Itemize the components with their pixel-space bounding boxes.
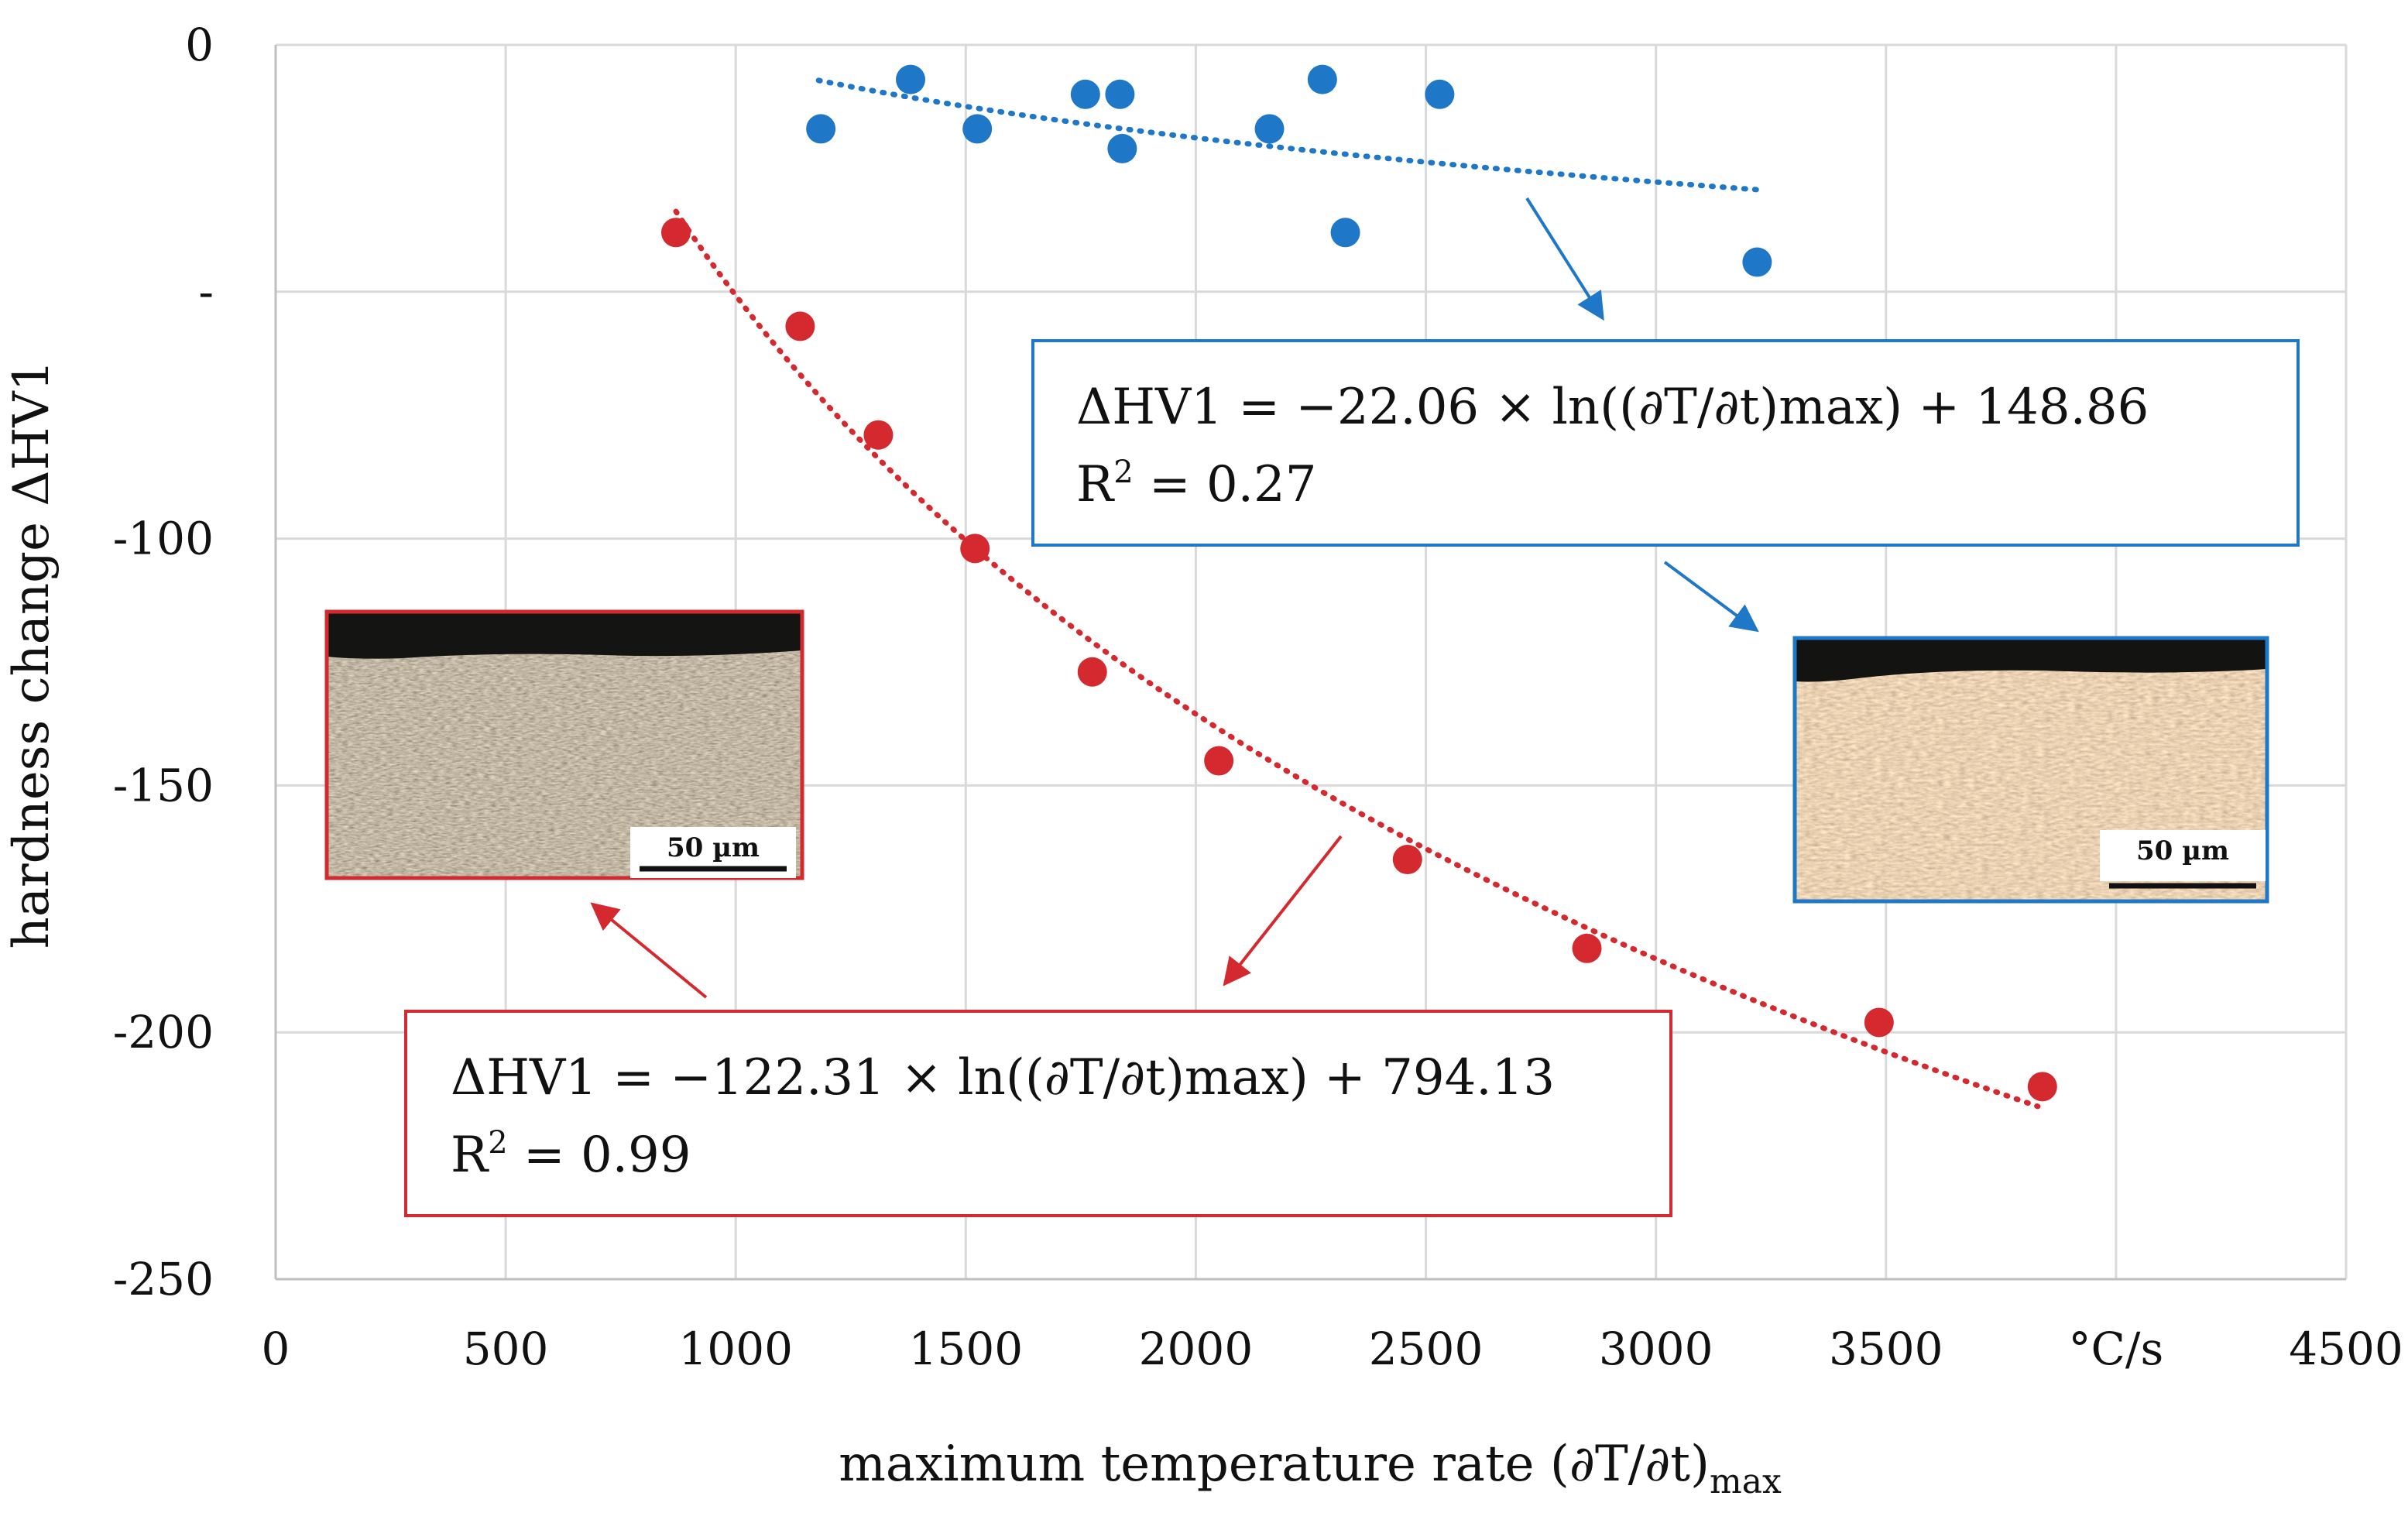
blue-scale-bar-label: 50 µm [2136, 835, 2229, 866]
y-tick-labels: 0 - -100 -150 -200 -250 [113, 19, 214, 1305]
x-axis-title: maximum temperature rate (∂T/∂t)max [839, 1436, 1782, 1501]
y-tick-label-0: 0 [185, 19, 214, 71]
x-tick-label-4: 2000 [1139, 1323, 1254, 1375]
red-arrow-to-inset [590, 902, 708, 999]
red-point-8 [1864, 1007, 1894, 1038]
y-tick-label-5: -250 [113, 1253, 214, 1305]
y-tick-label-2: -100 [113, 513, 214, 565]
x-tick-label-6: 3000 [1599, 1323, 1713, 1375]
red-point-7 [1572, 933, 1602, 963]
red-point-5 [1204, 746, 1234, 776]
y-tick-label-1: - [198, 266, 214, 318]
blue-point-4 [1105, 79, 1135, 109]
blue-point-8 [1330, 218, 1360, 248]
red-point-4 [1077, 657, 1107, 687]
blue-series-points [806, 64, 1772, 277]
red-point-0 [660, 218, 691, 248]
blue-arrow-to-inset [1663, 561, 1759, 633]
red-trendline-path [673, 208, 2041, 1110]
blue-point-6 [1254, 114, 1285, 144]
x-tick-label-3: 1500 [909, 1323, 1024, 1375]
red-equation-box [404, 1010, 1672, 1217]
x-tick-label-0: 0 [262, 1323, 290, 1375]
blue-equation-box [1031, 339, 2300, 547]
y-tick-label-3: -150 [113, 759, 214, 811]
blue-point-5 [1107, 133, 1137, 163]
red-arrow-to-box [1223, 835, 1343, 986]
blue-point-1 [896, 64, 926, 94]
red-point-9 [2027, 1072, 2057, 1102]
blue-arrow-to-box [1525, 197, 1604, 321]
red-micrograph-inset: 50 µm [324, 609, 804, 880]
x-tick-label-5: 2500 [1369, 1323, 1484, 1375]
red-trendline [673, 208, 2041, 1110]
blue-point-7 [1307, 64, 1337, 94]
axes [274, 45, 2346, 1281]
red-point-2 [863, 420, 894, 450]
blue-trendline-path [815, 77, 1765, 193]
x-tick-label-8: °C/s [2069, 1323, 2164, 1375]
blue-trendline [815, 77, 1765, 193]
blue-micrograph-inset: 50 µm [1792, 636, 2269, 904]
blue-point-3 [1070, 79, 1100, 109]
blue-point-0 [806, 114, 836, 144]
x-tick-label-2: 1000 [678, 1323, 793, 1375]
x-tick-label-1: 500 [463, 1323, 549, 1375]
blue-r2: R2 = 0.27 [1076, 455, 1316, 513]
x-tick-label-9: 4500 [2289, 1323, 2403, 1375]
red-r2: R2 = 0.99 [451, 1125, 691, 1184]
red-scale-bar-label: 50 µm [667, 832, 760, 863]
x-tick-label-7: 3500 [1829, 1323, 1943, 1375]
y-axis-title: hardness change ΔHV1 [3, 360, 60, 949]
red-series-points [660, 218, 2057, 1102]
blue-point-10 [1742, 247, 1772, 277]
blue-point-2 [962, 114, 993, 144]
blue-point-9 [1425, 79, 1455, 109]
x-tick-labels: 0 500 1000 1500 2000 2500 3000 3500 °C/s 4500 [262, 1323, 2403, 1375]
blue-equation: ΔHV1 = −22.06 × ln((∂T/∂t)max) + 148.86 [1076, 379, 2149, 436]
red-point-1 [785, 311, 815, 341]
x-axis-title-subscript: max [1710, 1462, 1782, 1501]
red-point-3 [960, 533, 990, 564]
y-tick-label-4: -200 [113, 1006, 214, 1058]
red-equation: ΔHV1 = −122.31 × ln((∂T/∂t)max) + 794.13 [451, 1049, 1555, 1106]
red-point-6 [1392, 845, 1422, 875]
